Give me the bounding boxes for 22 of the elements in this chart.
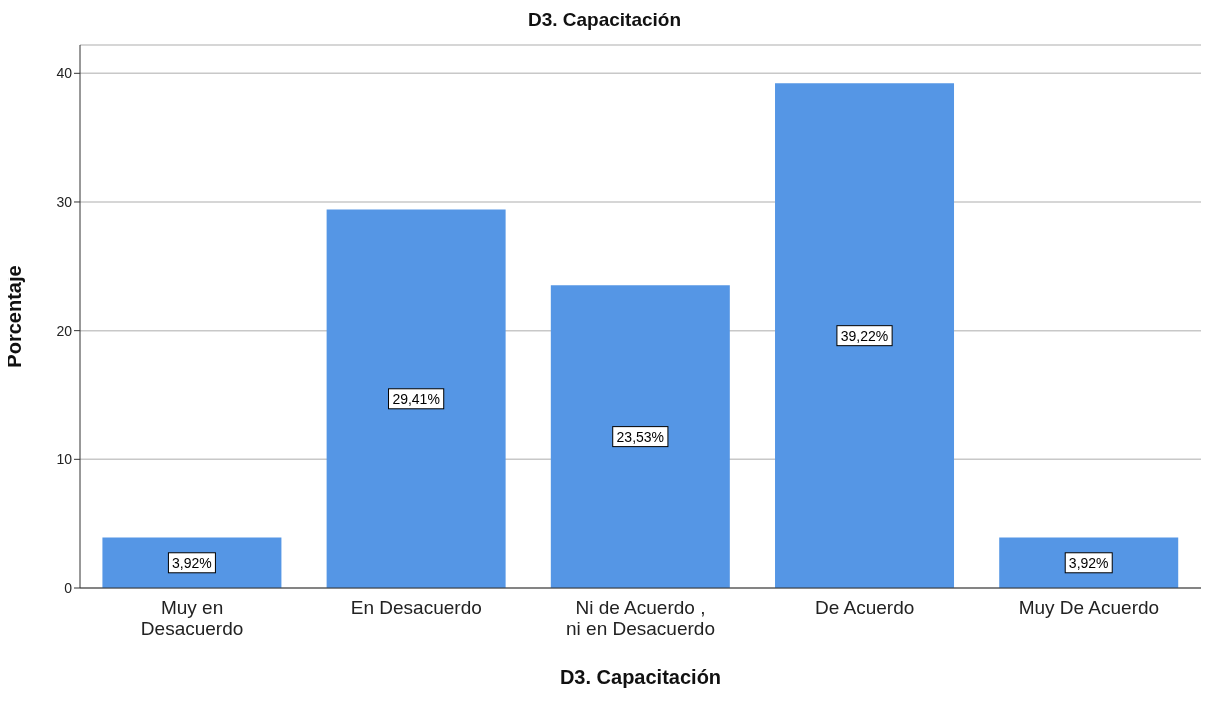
data-label: 29,41% bbox=[392, 390, 440, 407]
y-tick-label: 10 bbox=[56, 451, 73, 468]
y-tick-label: 40 bbox=[56, 65, 73, 82]
bar bbox=[326, 209, 506, 588]
bar bbox=[550, 285, 730, 588]
data-label: 39,22% bbox=[840, 327, 889, 344]
data-label: 23,53% bbox=[616, 428, 665, 445]
x-tick-label: Ni de Acuerdo , ni en Desacuerdo bbox=[566, 597, 715, 639]
bar bbox=[999, 537, 1179, 588]
data-label: 3,92% bbox=[172, 554, 212, 571]
x-tick-label: De Acuerdo bbox=[815, 597, 915, 618]
x-tick-label: En Desacuerdo bbox=[350, 597, 482, 618]
x-axis-title: D3. Capacitación bbox=[559, 666, 722, 688]
x-tick-label: Muy en Desacuerdo bbox=[140, 597, 244, 639]
data-label: 3,92% bbox=[1068, 554, 1109, 571]
y-tick-label: 30 bbox=[56, 193, 73, 210]
chart-title: D3. Capacitación bbox=[526, 8, 683, 32]
bar bbox=[102, 537, 282, 588]
x-tick-label: Muy De Acuerdo bbox=[1018, 597, 1160, 618]
y-tick-label: 20 bbox=[56, 322, 73, 339]
y-tick-label: 0 bbox=[64, 579, 73, 596]
bar bbox=[775, 83, 955, 588]
